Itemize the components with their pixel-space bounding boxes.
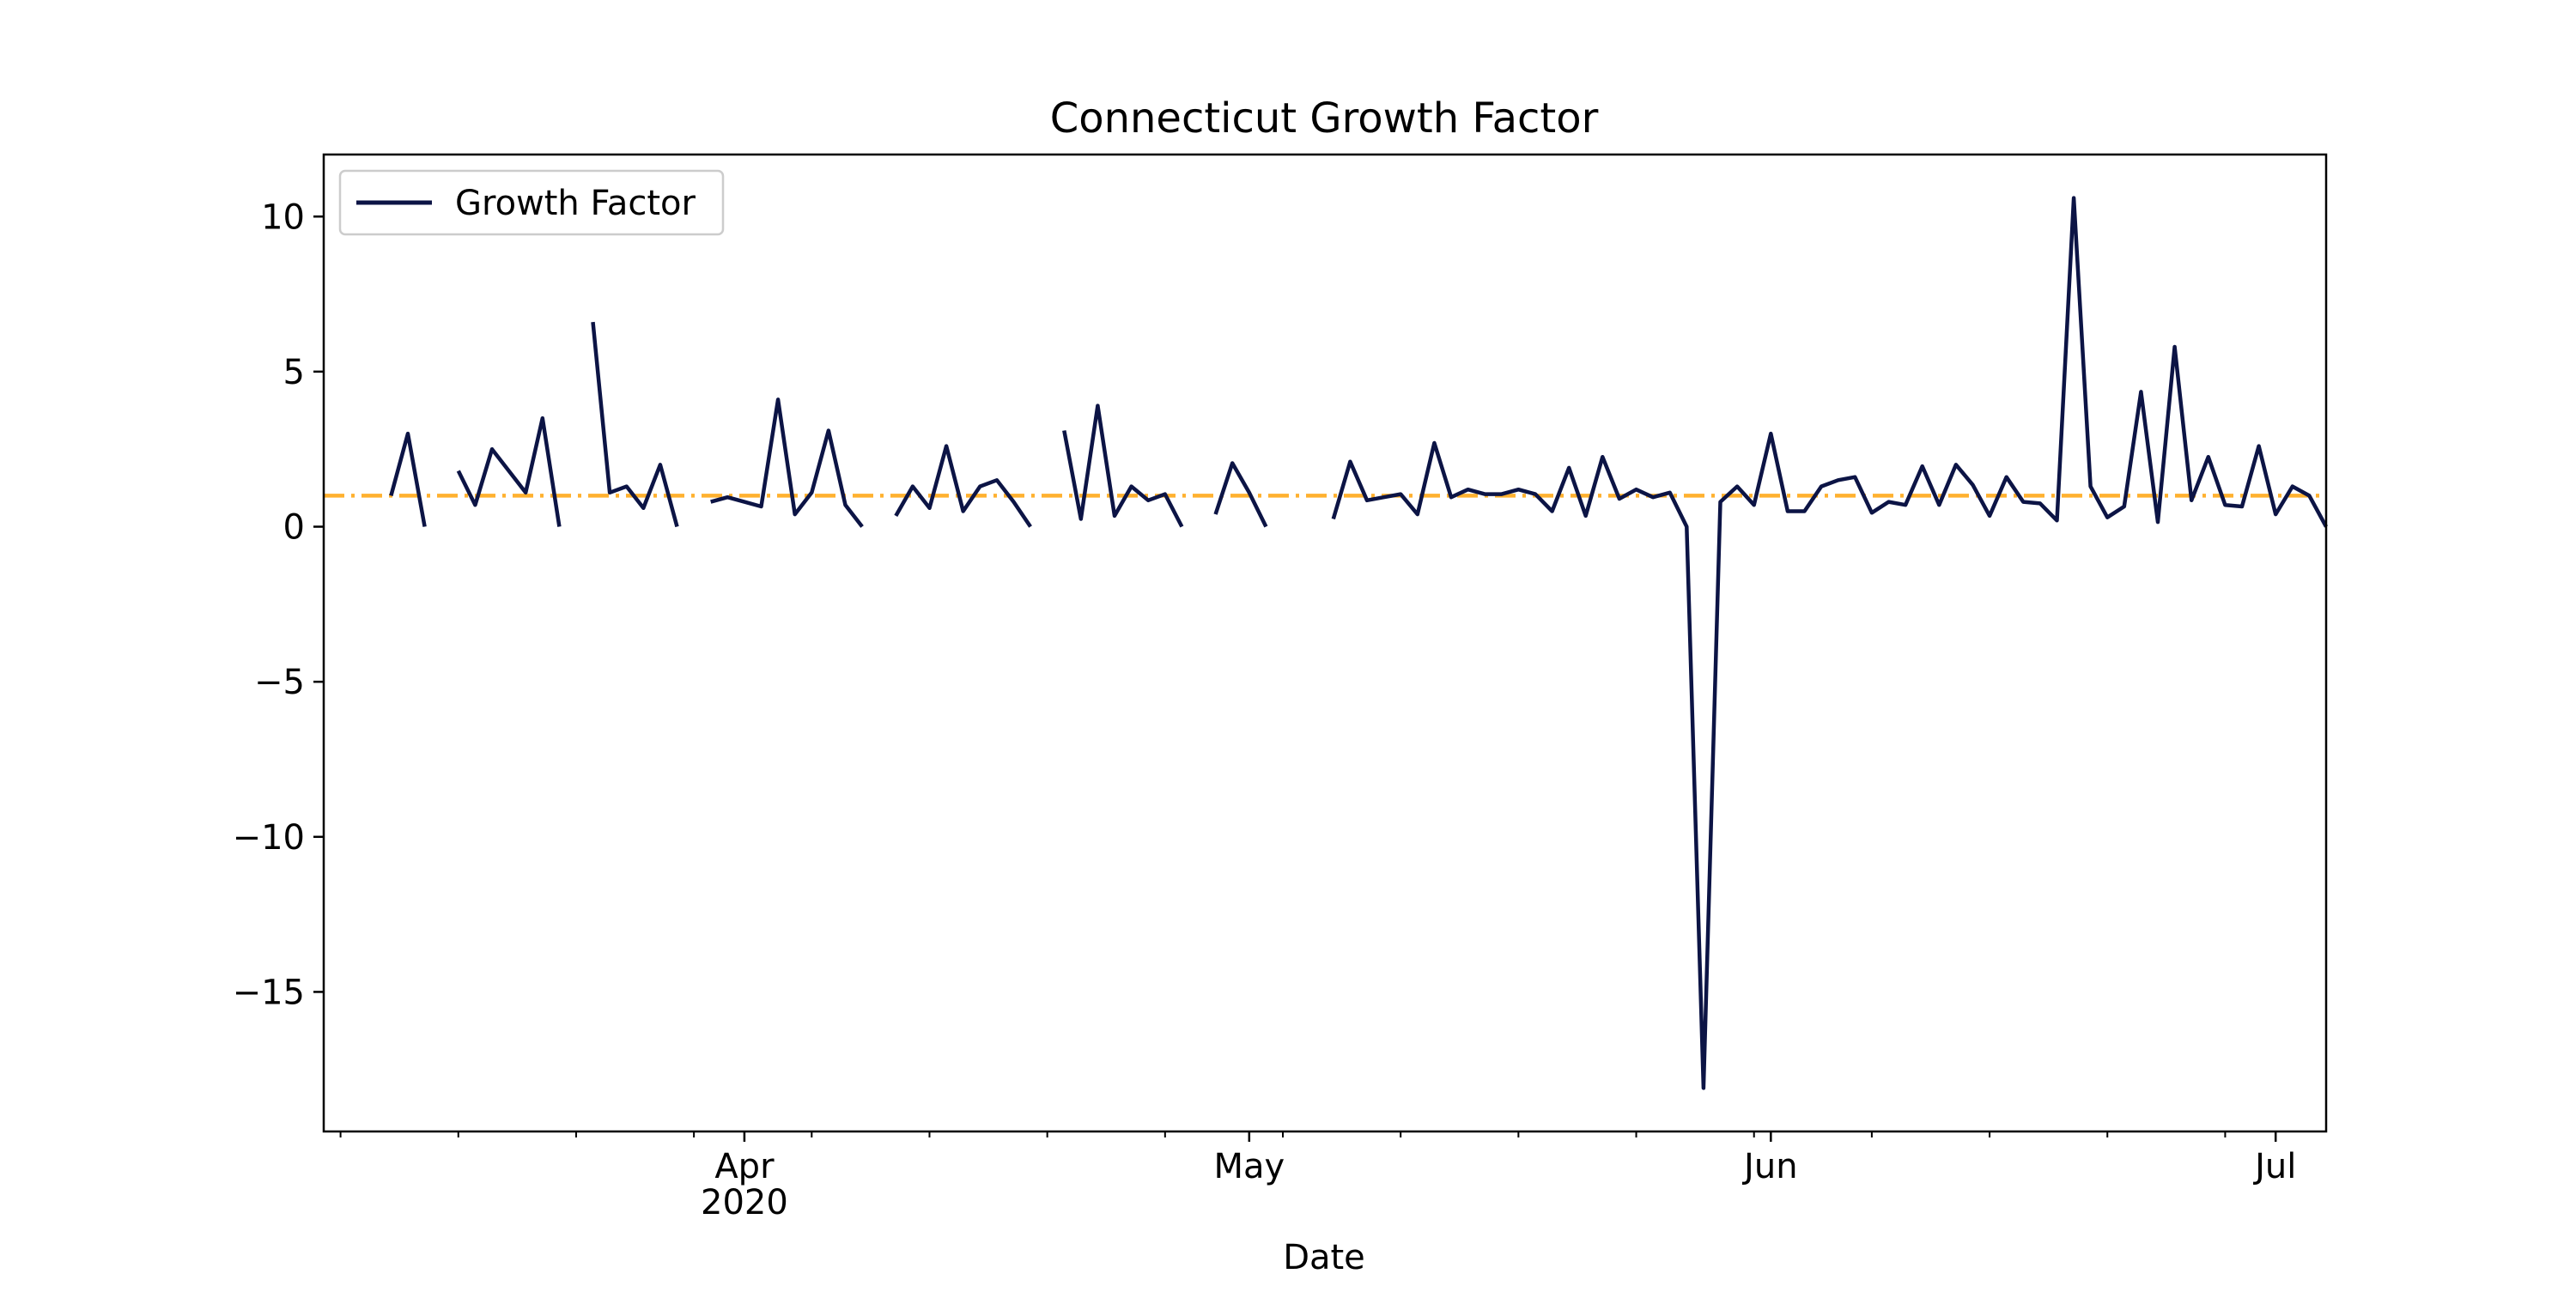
y-tick-label: −10: [233, 818, 305, 858]
legend-box: [338, 169, 725, 236]
x-tick-label: Jul: [2252, 1147, 2296, 1186]
plot-area: [324, 196, 2328, 1090]
x-tick-label: Jun: [1741, 1147, 1798, 1186]
y-tick-label: 10: [261, 197, 305, 237]
series-line-segment: [1062, 403, 1184, 528]
plot-frame: [322, 153, 2328, 1133]
legend: Growth Factor: [338, 169, 725, 236]
series-line-segment: [456, 416, 562, 527]
y-axis: 10 5 0 −5 −10 −15: [233, 197, 324, 1012]
y-tick-label: 5: [283, 353, 305, 392]
x-tick-label: May: [1213, 1147, 1285, 1186]
y-tick-label: 0: [283, 508, 305, 548]
y-tick-label: −5: [254, 663, 305, 702]
series-line-segment: [1213, 461, 1268, 528]
x-axis-label: Date: [1283, 1238, 1365, 1277]
x-tick-label: Apr: [714, 1147, 775, 1186]
series-line-segment: [1331, 196, 2328, 1090]
series-line-segment: [894, 444, 1032, 528]
x-tick-sublabel: 2020: [701, 1183, 788, 1222]
chart-title: Connecticut Growth Factor: [1050, 94, 1599, 143]
y-tick-label: −15: [233, 973, 305, 1012]
legend-label-growth-factor: Growth Factor: [455, 184, 696, 223]
series-line-segment: [710, 397, 864, 528]
series-line-segment: [389, 431, 427, 527]
series-line-segment: [591, 321, 679, 528]
